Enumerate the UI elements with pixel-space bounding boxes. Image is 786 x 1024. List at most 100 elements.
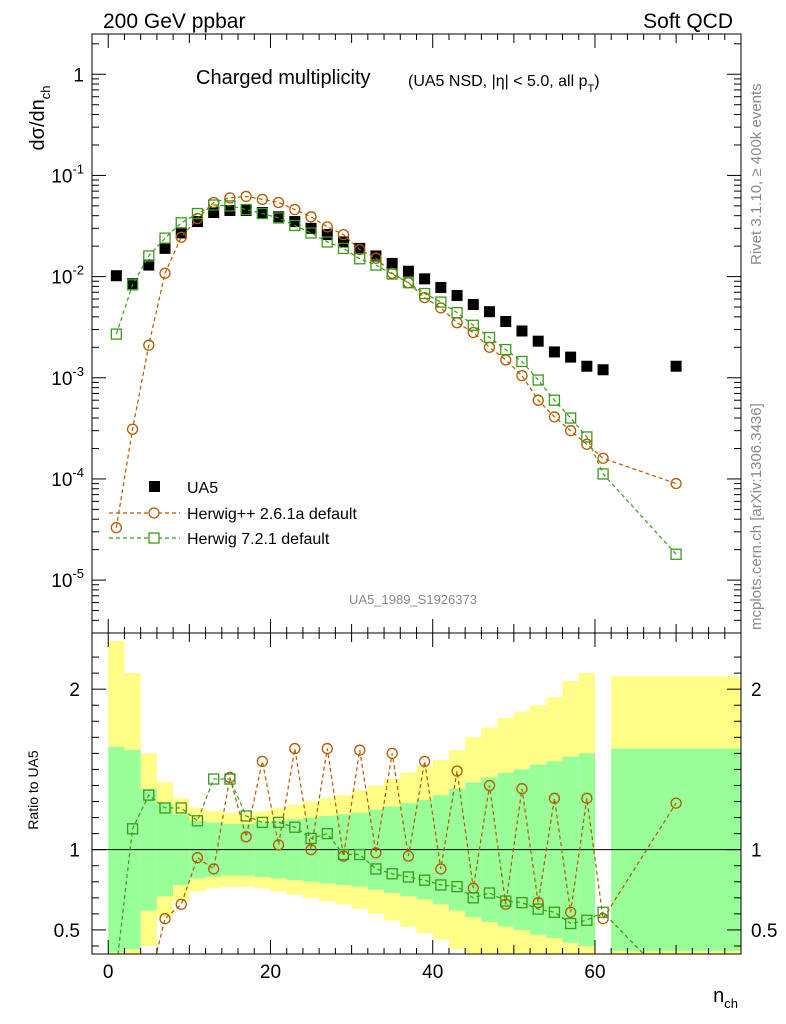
data-point-ua5 (386, 257, 398, 269)
data-point-h7 (435, 296, 447, 308)
ratio-point-hpp (597, 913, 609, 925)
data-point-h7 (240, 203, 252, 216)
data-point-hpp (305, 211, 317, 223)
data-point-hpp (159, 267, 171, 279)
analysis-id: UA5_1989_S1926373 (349, 592, 477, 607)
ratio-plot: 0.5 0.51 12 20 20 40 60 (54, 632, 777, 983)
ratio-point-hpp (402, 850, 415, 862)
legend-marker-hpp (148, 507, 160, 519)
data-point-h7 (175, 217, 187, 229)
xlabel: nch (713, 985, 738, 1011)
data-point-ua5 (516, 325, 528, 337)
data-point-h7 (670, 548, 682, 560)
ratio-line-hpp (155, 748, 677, 954)
data-point-h7 (159, 232, 171, 244)
ratio-point-h7 (240, 810, 252, 822)
rivet-version-label: Rivet 3.1.10, ≥ 400k events (748, 83, 765, 265)
main-ytick-label: 10-2 (51, 263, 84, 289)
ratio-point-hpp (321, 742, 333, 755)
ratio-point-h7 (435, 879, 447, 891)
mcplots-reference-label: mcplots.cern.ch [arXiv:1306.3436] (748, 403, 765, 630)
ratio-point-hpp (175, 898, 187, 910)
ratio-point-h7 (402, 871, 415, 883)
ratio-point-hpp (435, 863, 447, 875)
ratio-point-hpp (208, 863, 220, 875)
data-point-ua5 (370, 250, 382, 262)
ratio-point-h7 (126, 823, 139, 835)
ratio-point-hpp (418, 755, 431, 768)
data-point-ua5 (321, 229, 333, 241)
ratio-ytick-label: 0.5 (54, 921, 80, 942)
data-point-h7 (467, 319, 479, 331)
data-point-h7 (191, 207, 204, 220)
ratio-point-hpp (670, 797, 682, 809)
ratio-point-hpp (256, 755, 269, 768)
main-plot: Charged multiplicity (UA5 NSD, |η| < 5.0… (51, 33, 742, 634)
ratio-point-h7 (289, 821, 301, 833)
ratio-point-h7 (548, 906, 561, 918)
ratio-ytick-label-right: 0.5 (751, 921, 777, 942)
data-point-h7 (143, 250, 155, 262)
data-point-hpp (467, 326, 479, 339)
ratio-ytick-label-right: 2 (751, 680, 762, 701)
data-point-ua5 (532, 335, 544, 347)
data-point-hpp (256, 193, 269, 206)
data-point-ua5 (240, 205, 252, 217)
data-point-h7 (354, 253, 366, 265)
header-left-label: 200 GeV ppbar (103, 10, 245, 33)
data-point-hpp (548, 411, 561, 423)
series-line-h7 (115, 204, 677, 555)
data-point-ua5 (597, 364, 609, 376)
data-point-h7 (386, 268, 398, 280)
data-point-ua5 (419, 273, 431, 285)
legend-label-ua5: UA5 (187, 480, 218, 497)
plot-title: Charged multiplicity (196, 67, 371, 89)
legend-marker-h7 (148, 532, 160, 544)
data-point-hpp (143, 339, 155, 351)
data-point-hpp (451, 317, 463, 329)
data-point-h7 (126, 279, 139, 291)
data-point-hpp (581, 438, 593, 450)
data-point-h7 (418, 287, 431, 300)
xtick-label: 40 (422, 962, 443, 983)
ratio-point-hpp (272, 839, 285, 851)
main-ylabel: dσ/dnch (27, 85, 53, 150)
data-point-h7 (532, 374, 544, 386)
data-point-hpp (597, 452, 609, 464)
data-point-h7 (224, 200, 236, 212)
legend: UA5 Herwig++ 2.6.1a default Herwig 7.2.1 d… (109, 480, 357, 548)
data-point-hpp (337, 228, 350, 241)
data-point-ua5 (484, 306, 496, 318)
data-point-hpp (670, 477, 682, 490)
ratio-point-h7 (451, 880, 463, 893)
ratio-point-h7 (500, 895, 512, 907)
series-h7 (110, 199, 682, 560)
data-point-hpp (224, 192, 236, 204)
ratio-point-h7 (564, 917, 577, 930)
ratio-point-hpp (370, 847, 382, 859)
ratio-point-h7 (191, 815, 204, 827)
data-point-ua5 (565, 351, 577, 363)
ratio-point-h7 (143, 789, 155, 801)
data-point-h7 (256, 207, 269, 220)
ratio-point-h7 (418, 874, 431, 886)
data-point-h7 (451, 307, 463, 319)
ratio-point-h7 (483, 887, 496, 899)
ratio-point-h7 (272, 816, 285, 829)
data-point-hpp (126, 423, 139, 435)
data-point-ua5 (289, 216, 301, 228)
ratio-point-hpp (240, 831, 252, 843)
data-point-ua5 (467, 298, 479, 310)
data-point-h7 (548, 394, 561, 406)
ratio-point-h7 (159, 802, 171, 814)
plot-subtitle: (UA5 NSD, |η| < 5.0, all pT) (408, 73, 600, 95)
ratio-point-h7 (321, 827, 333, 840)
ratio-ytick-label: 1 (69, 841, 80, 862)
xtick-label: 0 (103, 962, 114, 983)
ratio-point-h7 (370, 863, 382, 875)
ratio-point-h7 (305, 832, 317, 845)
ratio-point-h7 (354, 848, 366, 861)
data-point-hpp (532, 394, 544, 406)
data-point-hpp (110, 521, 122, 534)
